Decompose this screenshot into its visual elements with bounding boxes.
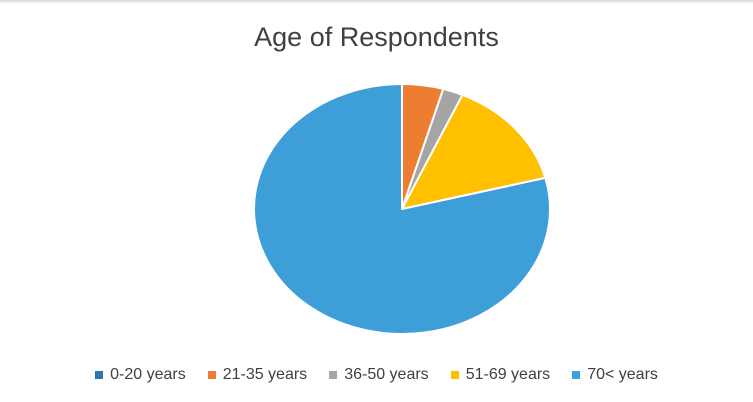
chart-title: Age of Respondents	[254, 22, 499, 52]
legend-label: 51-69 years	[465, 366, 551, 383]
legend: 0-20 years 21-35 years 36-50 years 51-69…	[0, 366, 753, 384]
legend-item-70-years: 70< years	[572, 366, 658, 384]
legend-swatch-51-69-years	[450, 371, 459, 379]
legend-item-36-50-years: 36-50 years	[329, 366, 429, 384]
legend-item-21-35-years: 21-35 years	[207, 366, 308, 384]
legend-label: 36-50 years	[344, 366, 429, 383]
legend-label: 0-20 years	[110, 366, 186, 383]
legend-swatch-70-years	[572, 371, 581, 379]
legend-swatch-36-50-years	[329, 371, 338, 379]
legend-swatch-0-20-years	[95, 371, 104, 379]
legend-swatch-21-35-years	[207, 371, 216, 379]
legend-item-51-69-years: 51-69 years	[450, 366, 551, 384]
pie-slices	[253, 83, 551, 335]
top-edge-divider	[0, 0, 753, 3]
pie-slice-51-69-years	[401, 93, 547, 210]
legend-label: 70< years	[587, 366, 658, 383]
pie-slice-70-years	[253, 83, 551, 335]
legend-label: 21-35 years	[222, 366, 308, 383]
legend-item-0-20-years: 0-20 years	[95, 366, 186, 384]
